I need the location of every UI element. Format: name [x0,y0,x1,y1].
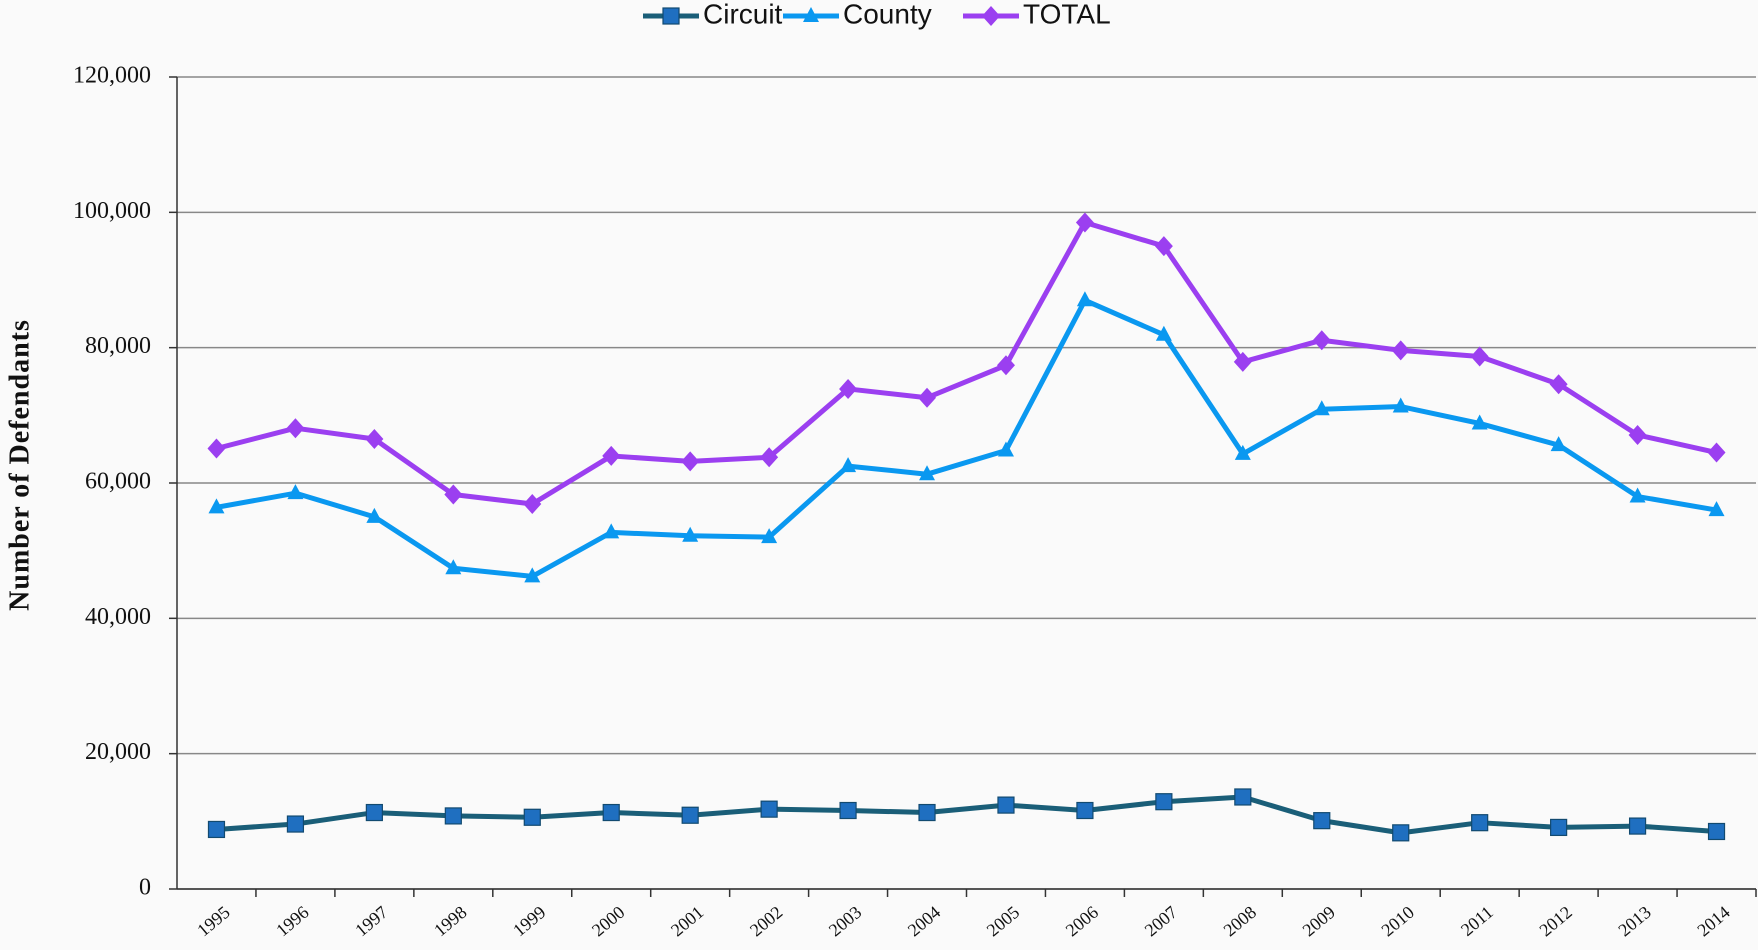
data-point [1234,444,1251,460]
data-point [1392,824,1410,842]
data-point [602,445,621,466]
data-point [1076,291,1093,307]
data-point [365,803,383,822]
data-point [919,465,936,481]
data-point [682,526,699,542]
data-point [366,507,383,523]
data-point [1708,501,1725,517]
legend-marker [662,7,680,25]
series-line [216,794,1717,836]
legend-label: TOTAL [1023,0,1111,29]
data-point [997,441,1014,457]
data-point [523,808,541,826]
data-point [681,451,700,472]
data-point [1313,812,1331,830]
data-point [287,484,304,500]
data-point [1154,236,1173,257]
data-point [444,807,462,825]
data-point [681,806,699,824]
data-point [1550,818,1568,837]
data-point [1391,340,1410,361]
y-tick-label: 80,000 [85,333,151,359]
data-point [1075,212,1094,233]
data-point [1312,330,1331,351]
data-point [839,801,857,820]
legend-marker [982,6,1000,26]
data-point [1155,793,1173,811]
data-point [760,800,778,818]
data-point [1076,801,1094,820]
data-point [1628,424,1647,445]
data-point [1392,397,1409,413]
data-point [524,567,541,583]
y-tick-label: 20,000 [85,739,151,765]
data-point [918,387,937,408]
data-point [996,355,1015,376]
data-point [918,803,936,822]
data-point [445,559,462,575]
data-point [444,484,463,505]
data-point [286,815,305,833]
data-point [839,378,858,399]
data-point [997,796,1015,814]
data-point [1549,374,1568,395]
data-point [1707,442,1726,463]
data-point [1550,436,1567,452]
data-point [208,498,225,514]
y-axis-label: Number of Defendants [4,319,35,611]
data-point [1234,788,1252,806]
y-tick-label: 40,000 [85,604,151,630]
data-point [840,457,857,473]
data-point [1628,817,1647,835]
data-point [603,523,620,539]
data-point [1471,414,1488,430]
series-line [216,297,1717,579]
data-point [1471,814,1489,832]
data-point [760,447,779,468]
data-point [1707,822,1726,841]
data-point [1470,346,1489,367]
data-point [1313,400,1330,416]
y-tick-label: 0 [139,875,151,901]
data-point [207,438,226,459]
data-point [1155,325,1172,341]
data-point [1629,487,1646,503]
data-point [602,803,620,822]
data-point [286,418,305,439]
y-tick-label: 60,000 [85,469,151,495]
legend-marker [803,7,819,22]
data-point [365,429,384,450]
data-point [1233,351,1252,372]
series-line [215,219,1718,507]
data-point [207,820,226,839]
legend-label: Circuit [703,0,783,29]
legend-label: County [843,0,932,29]
y-tick-label: 100,000 [73,198,151,224]
data-point [523,493,542,514]
y-tick-label: 120,000 [73,63,151,89]
data-point [761,528,778,544]
